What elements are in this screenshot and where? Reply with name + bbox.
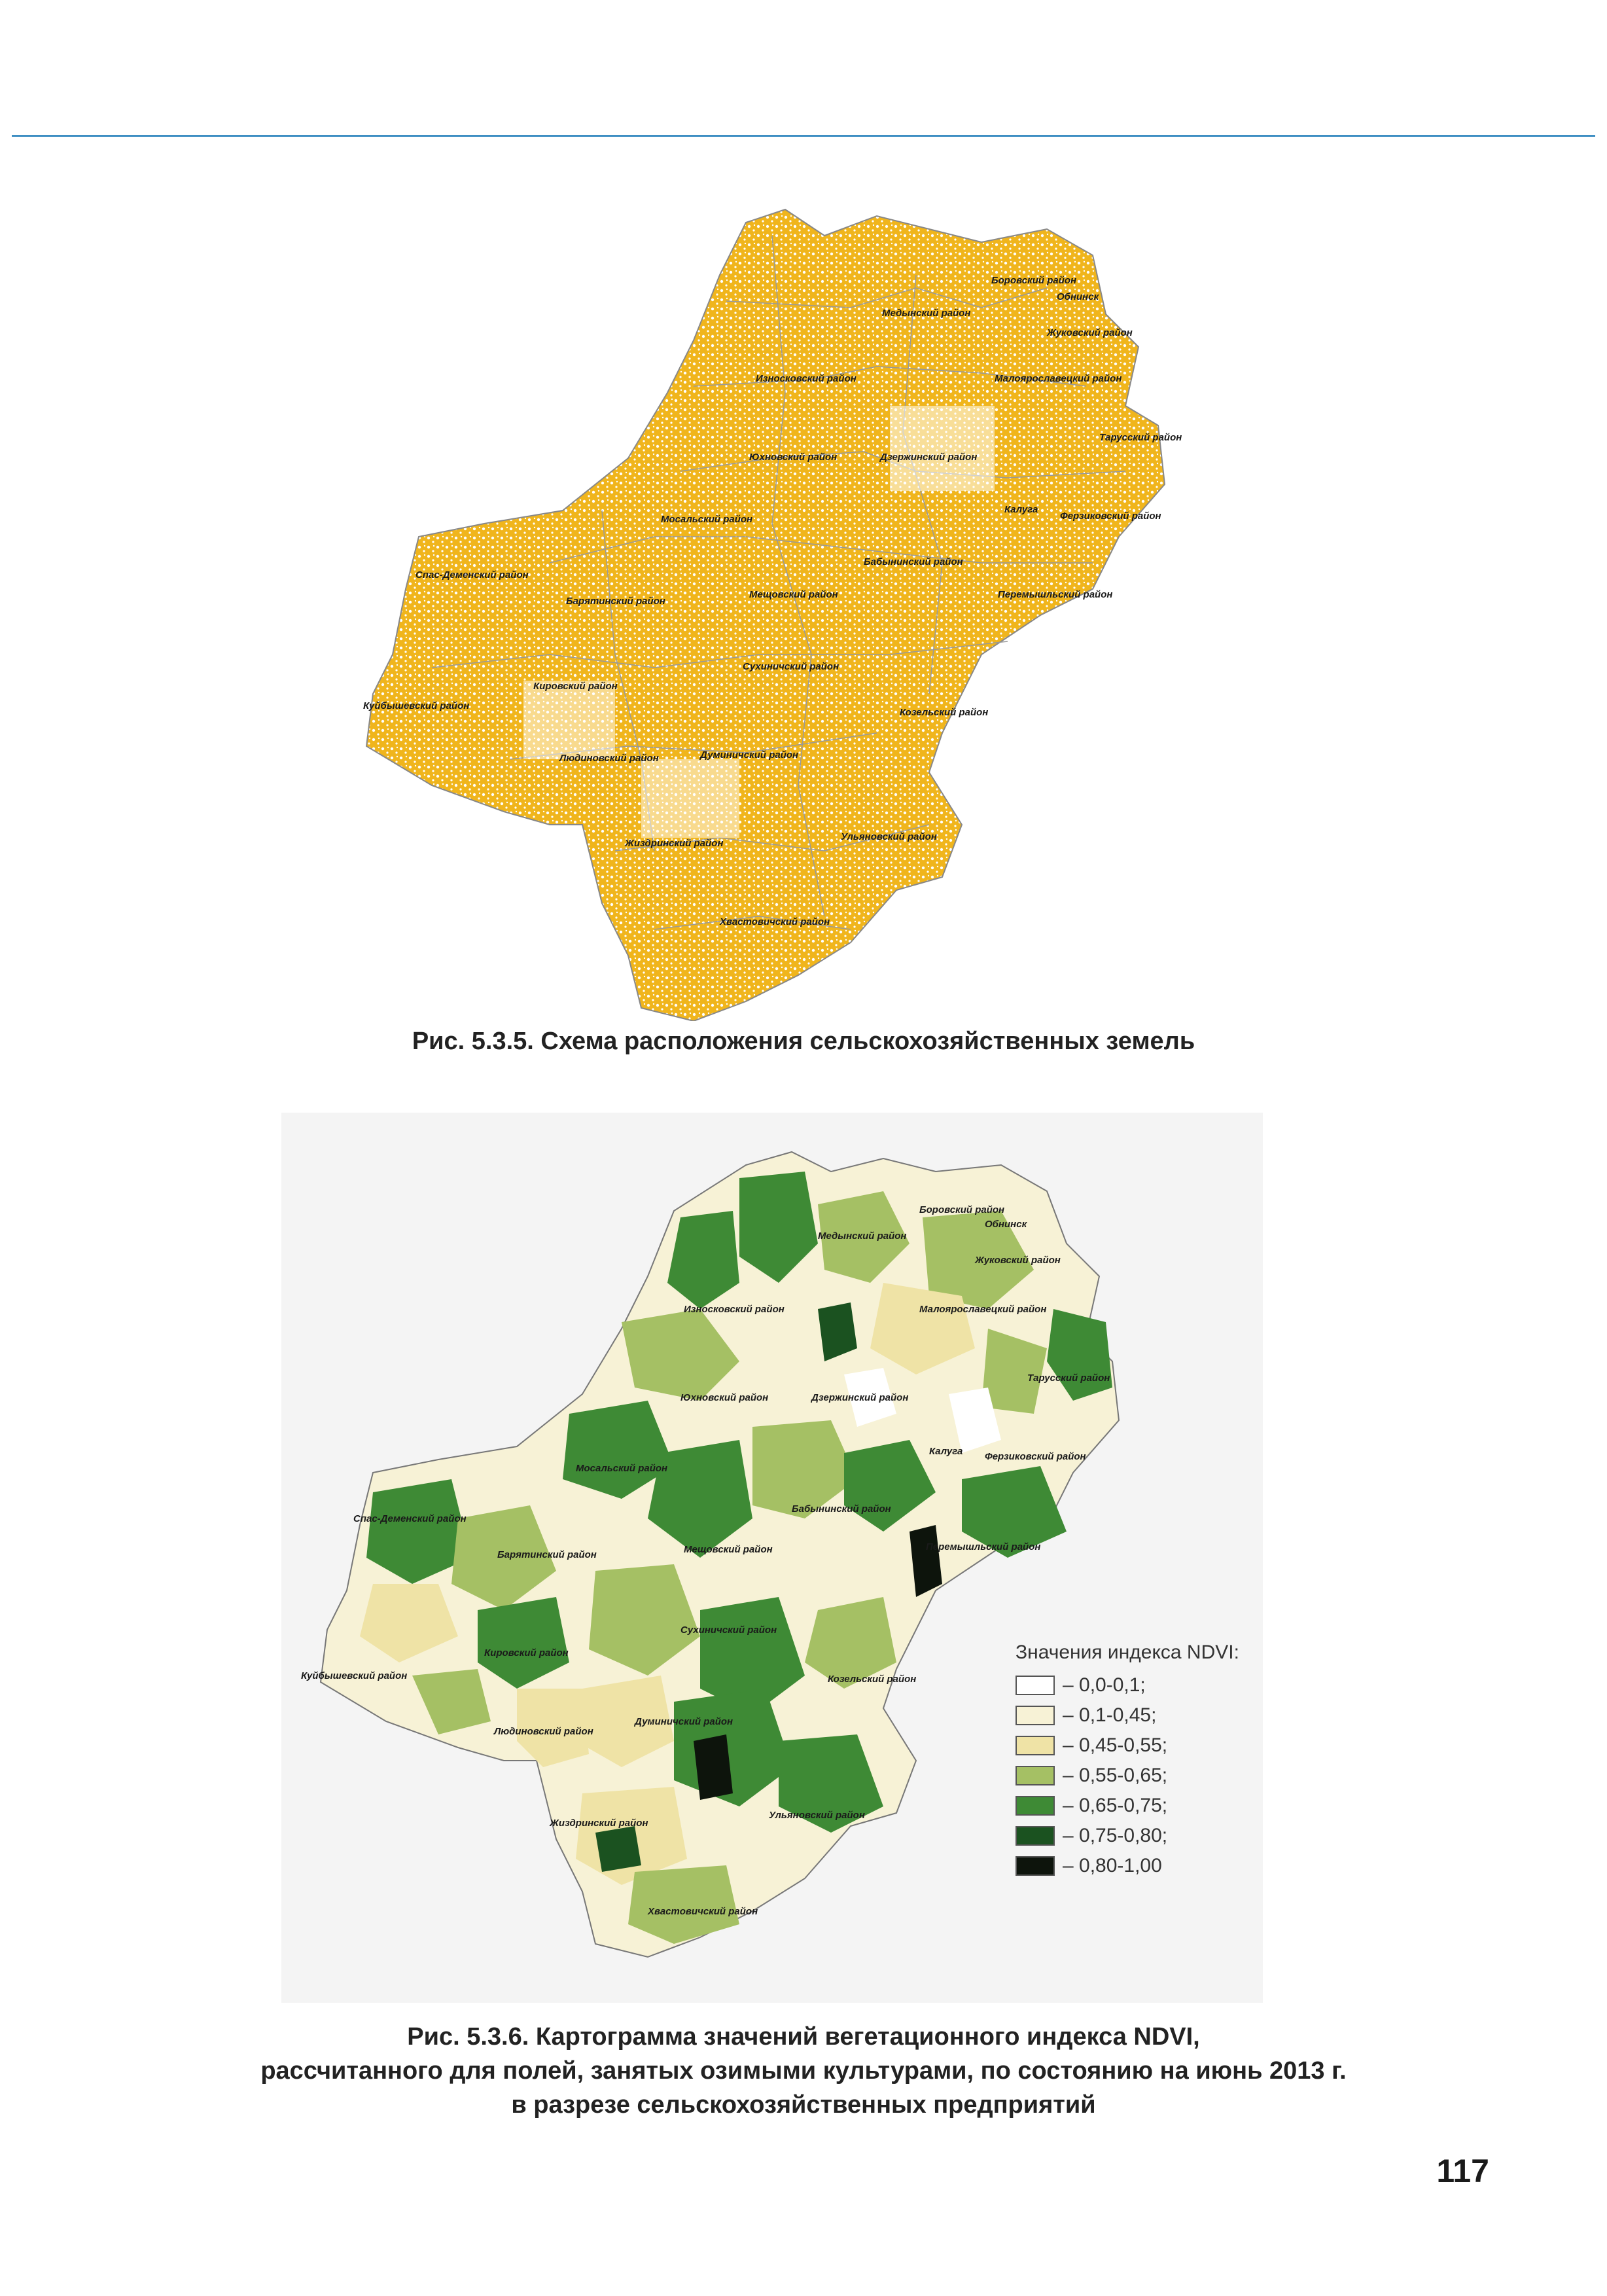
map1-label-maloyaroslavets: Малоярославецкий район — [995, 373, 1121, 384]
map1-label-kozelsk: Козельский район — [900, 707, 988, 718]
map2-label-lyudinovo: Людиновский район — [493, 1726, 593, 1737]
legend-label: – 0,45-0,55; — [1063, 1734, 1168, 1756]
map2-label-maloyaroslavets: Малоярославецкий район — [919, 1304, 1046, 1315]
map1-label-sukhinichi: Сухиничский район — [743, 661, 839, 672]
legend-swatch — [1015, 1706, 1055, 1725]
ndvi-legend: Значения индекса NDVI: – 0,0-0,1; – 0,1-… — [1015, 1641, 1239, 1881]
legend-swatch — [1015, 1766, 1055, 1785]
figure2-caption: Рис. 5.3.6. Картограмма значений вегетац… — [0, 2020, 1607, 2122]
map1-label-peremyshl: Перемышльский район — [998, 589, 1112, 600]
agri-land-map: Боровский район Обнинск Медынский район … — [353, 196, 1309, 1021]
map2-label-kozelsk: Козельский район — [828, 1674, 916, 1685]
map1-label-mosalsk: Мосальский район — [661, 514, 752, 525]
region-outline — [365, 208, 1166, 1021]
map1-label-kuibyshev: Куйбышевский район — [363, 700, 469, 711]
map1-label-khvastovichi: Хвастовичский район — [719, 916, 830, 927]
map2-label-duminichi: Думиничский район — [633, 1716, 733, 1727]
map1-label-ulyanovo: Ульяновский район — [841, 831, 937, 842]
map2-label-yukhnov: Юхновский район — [680, 1392, 768, 1403]
map2-label-peremyshl: Перемышльский район — [926, 1541, 1040, 1552]
legend-item: – 0,55-0,65; — [1015, 1761, 1239, 1791]
map2-label-medyn: Медынский район — [818, 1230, 907, 1242]
map2-label-kuibyshev: Куйбышевский район — [301, 1670, 407, 1681]
map1-label-obninsk: Обнинск — [1057, 291, 1100, 302]
legend-title: Значения индекса NDVI: — [1015, 1641, 1239, 1663]
map1-label-lyudinovo: Людиновский район — [559, 753, 659, 764]
legend-item: – 0,65-0,75; — [1015, 1791, 1239, 1821]
legend-swatch — [1015, 1796, 1055, 1816]
map1-label-kirov: Кировский район — [533, 681, 618, 692]
map1-label-borovsky: Боровский район — [991, 275, 1076, 286]
map1-label-baryatino: Барятинский район — [566, 596, 665, 607]
legend-item: – 0,1-0,45; — [1015, 1700, 1239, 1731]
map2-label-kaluga: Калуга — [929, 1446, 962, 1457]
legend-swatch — [1015, 1826, 1055, 1846]
map2-label-ferzikovo: Ферзиковский район — [985, 1451, 1086, 1462]
legend-label: – 0,80-1,00 — [1063, 1855, 1162, 1876]
map2-label-zhukov: Жуковский район — [974, 1255, 1061, 1266]
map2-label-iznoskovo: Износковский район — [684, 1304, 785, 1315]
map2-label-baryatino: Барятинский район — [497, 1549, 597, 1560]
map2-label-sukhinichi: Сухиничский район — [680, 1624, 777, 1636]
map2-label-dzerzhinsky: Дзержинский район — [810, 1392, 908, 1403]
legend-item: – 0,0-0,1; — [1015, 1670, 1239, 1700]
map1-label-kaluga: Калуга — [1004, 504, 1038, 515]
legend-item: – 0,75-0,80; — [1015, 1821, 1239, 1851]
map2-label-tarusa: Тарусский район — [1027, 1372, 1110, 1384]
map1-label-ferzikovo: Ферзиковский район — [1060, 511, 1161, 522]
map1-label-spas-demensk: Спас-Деменский район — [415, 569, 529, 581]
map2-label-borovsky: Боровский район — [919, 1204, 1004, 1215]
figure2-caption-line: Рис. 5.3.6. Картограмма значений вегетац… — [407, 2023, 1200, 2051]
figure2-caption-line: рассчитанного для полей, занятых озимыми… — [260, 2057, 1347, 2085]
map2-label-obninsk: Обнинск — [985, 1219, 1028, 1230]
map2-label-kirov: Кировский район — [484, 1647, 569, 1659]
header-rule — [12, 135, 1595, 137]
legend-label: – 0,1-0,45; — [1063, 1704, 1157, 1726]
map1-label-tarusa: Тарусский район — [1099, 432, 1182, 443]
legend-item: – 0,45-0,55; — [1015, 1731, 1239, 1761]
map2-label-zhizdra: Жиздринский район — [549, 1818, 648, 1829]
figure1-caption: Рис. 5.3.5. Схема расположения сельскохо… — [412, 1028, 1195, 1055]
legend-label: – 0,75-0,80; — [1063, 1825, 1168, 1846]
map1-label-babynino: Бабынинский район — [864, 556, 963, 567]
legend-label: – 0,55-0,65; — [1063, 1765, 1168, 1786]
map2-label-babynino: Бабынинский район — [792, 1503, 891, 1515]
legend-swatch — [1015, 1676, 1055, 1695]
map1-label-duminichi: Думиничский район — [699, 749, 798, 761]
legend-swatch — [1015, 1856, 1055, 1876]
map1-label-iznoskovo: Износковский район — [756, 373, 856, 384]
map2-label-mosalsk: Мосальский район — [576, 1463, 667, 1474]
legend-label: – 0,65-0,75; — [1063, 1795, 1168, 1816]
ndvi-cartogram-map: Боровский район Обнинск Медынский район … — [281, 1113, 1263, 2003]
map1-label-meshchovsk: Мещовский район — [749, 589, 838, 600]
page-number: 117 — [1436, 2153, 1489, 2189]
map1-label-zhizdra: Жиздринский район — [624, 838, 724, 849]
legend-item: – 0,80-1,00 — [1015, 1851, 1239, 1881]
map1-label-medyn: Медынский район — [882, 308, 971, 319]
legend-label: – 0,0-0,1; — [1063, 1674, 1146, 1696]
legend-swatch — [1015, 1736, 1055, 1755]
map1-label-yukhnov: Юхновский район — [749, 452, 837, 463]
map2-label-khvastovichi: Хвастовичский район — [647, 1906, 758, 1917]
map1-label-dzerzhinsky: Дзержинский район — [879, 452, 977, 463]
figure2-caption-line: в разрезе сельскохозяйственных предприят… — [511, 2091, 1096, 2119]
map2-label-meshchovsk: Мещовский район — [684, 1544, 773, 1555]
map1-label-zhukov: Жуковский район — [1046, 327, 1133, 338]
map2-label-ulyanovo: Ульяновский район — [769, 1810, 865, 1821]
map2-label-spas-demensk: Спас-Деменский район — [353, 1513, 467, 1524]
